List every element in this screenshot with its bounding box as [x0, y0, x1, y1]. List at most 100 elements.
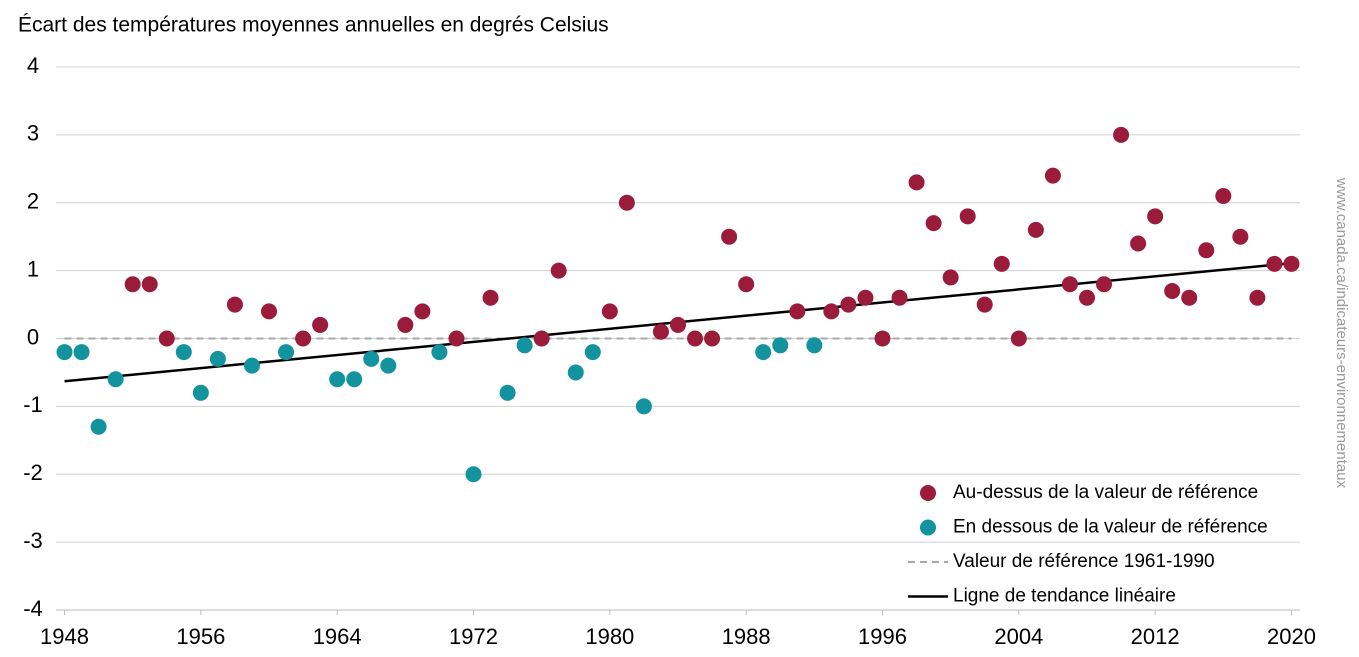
- data-point: [158, 330, 175, 347]
- data-point: [806, 337, 823, 354]
- data-point: [533, 330, 550, 347]
- data-point: [516, 337, 533, 354]
- data-point: [1096, 276, 1113, 293]
- y-tick-label: -4: [23, 596, 43, 621]
- data-point: [141, 276, 158, 293]
- legend-marker: [920, 519, 936, 536]
- data-point: [993, 255, 1010, 272]
- data-point: [312, 316, 329, 333]
- data-point: [738, 276, 755, 293]
- data-point: [652, 323, 669, 340]
- x-tick-label: 1964: [313, 624, 362, 649]
- data-point: [192, 384, 209, 401]
- data-point: [346, 371, 363, 388]
- data-point: [380, 357, 397, 374]
- data-point: [295, 330, 312, 347]
- data-point: [243, 357, 260, 374]
- y-tick-label: 1: [27, 256, 39, 281]
- data-point: [772, 337, 789, 354]
- data-point: [550, 262, 567, 279]
- data-point: [925, 215, 942, 232]
- data-point: [209, 350, 226, 367]
- data-point: [1283, 255, 1300, 272]
- y-tick-label: -1: [23, 392, 43, 417]
- data-point: [1198, 242, 1215, 259]
- data-point: [363, 350, 380, 367]
- data-point: [175, 344, 192, 361]
- data-point: [908, 174, 925, 191]
- y-tick-label: 3: [27, 121, 39, 146]
- data-point: [1266, 255, 1283, 272]
- data-point: [1232, 228, 1249, 245]
- data-point: [431, 344, 448, 361]
- data-point: [1113, 126, 1130, 143]
- data-point: [670, 316, 686, 333]
- y-tick-label: 2: [27, 189, 39, 214]
- x-tick-label: 2004: [994, 624, 1043, 649]
- data-point: [226, 296, 243, 313]
- data-point: [1147, 208, 1164, 225]
- data-point: [90, 418, 107, 435]
- data-point: [976, 296, 993, 313]
- data-point: [567, 364, 584, 381]
- data-point: [687, 330, 704, 347]
- data-point: [823, 303, 840, 320]
- data-point: [397, 316, 414, 333]
- data-point: [959, 208, 976, 225]
- data-point: [1027, 221, 1044, 238]
- x-tick-label: 1996: [858, 624, 907, 649]
- data-point: [56, 344, 73, 361]
- data-point: [1181, 289, 1198, 306]
- data-point: [840, 296, 857, 313]
- data-point: [618, 194, 635, 211]
- data-point: [1215, 187, 1232, 204]
- data-point: [1249, 289, 1266, 306]
- data-point: [874, 330, 891, 347]
- x-tick-label: 1972: [449, 624, 498, 649]
- data-point: [1044, 167, 1061, 184]
- data-point: [448, 330, 465, 347]
- data-point: [1010, 330, 1027, 347]
- data-point: [755, 344, 772, 361]
- data-point: [857, 289, 874, 306]
- data-point: [891, 289, 908, 306]
- data-point: [107, 371, 124, 388]
- data-point: [482, 289, 499, 306]
- legend-label: Valeur de référence 1961-1990: [953, 551, 1215, 572]
- data-point: [584, 344, 601, 361]
- data-point: [1078, 289, 1095, 306]
- x-tick-label: 1980: [585, 624, 634, 649]
- source: www.canada.ca/indicateurs-environnementa…: [1333, 177, 1350, 489]
- legend-label: Au-dessus de la valeur de référence: [953, 482, 1258, 503]
- data-point: [942, 269, 959, 286]
- data-point: [278, 344, 295, 361]
- data-point: [635, 398, 652, 415]
- data-point: [261, 303, 278, 320]
- data-point: [704, 330, 721, 347]
- data-point: [329, 371, 346, 388]
- data-point: [499, 384, 516, 401]
- legend-label: Ligne de tendance linéaire: [953, 586, 1176, 607]
- data-point: [1130, 235, 1147, 252]
- data-point: [1164, 282, 1181, 299]
- y-tick-label: 0: [27, 324, 39, 349]
- x-tick-label: 2020: [1267, 624, 1316, 649]
- x-tick-label: 1988: [722, 624, 771, 649]
- x-tick-label: 1948: [40, 624, 89, 649]
- data-point: [789, 303, 806, 320]
- data-point: [414, 303, 431, 320]
- legend-marker: [920, 485, 936, 501]
- data-point: [601, 303, 618, 320]
- x-tick-label: 1956: [176, 624, 225, 649]
- legend-label: En dessous de la valeur de référence: [953, 517, 1268, 538]
- y-tick-label: 4: [27, 53, 39, 78]
- x-tick-label: 2012: [1131, 624, 1180, 649]
- y-tick-label: -2: [23, 460, 43, 485]
- data-point: [465, 466, 482, 483]
- data-point: [721, 228, 738, 245]
- data-point: [73, 344, 90, 361]
- data-point: [1061, 276, 1078, 293]
- y-tick-label: -3: [23, 528, 43, 553]
- data-point: [124, 276, 141, 293]
